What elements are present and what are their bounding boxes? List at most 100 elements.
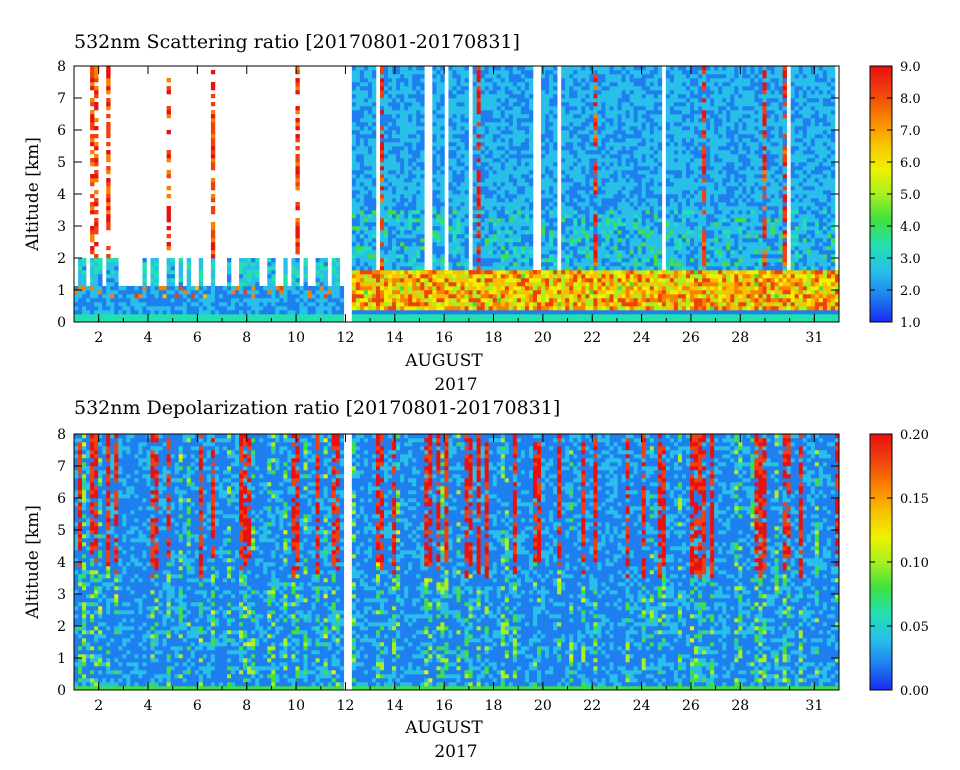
heatmap-cell	[524, 250, 530, 255]
heatmap-cell	[359, 318, 365, 322]
heatmap-cell	[404, 198, 409, 203]
heatmap-cell	[404, 158, 409, 163]
heatmap-cell	[371, 254, 377, 259]
heatmap-cell	[585, 78, 590, 83]
heatmap-cell	[400, 310, 405, 315]
heatmap-cell	[359, 150, 365, 155]
heatmap-cell	[504, 142, 510, 147]
heatmap-cell	[609, 142, 614, 147]
heatmap-cell	[585, 242, 590, 247]
heatmap-cell	[404, 266, 409, 271]
heatmap-cell	[319, 262, 324, 267]
heatmap-cell	[94, 126, 99, 131]
heatmap-cell	[78, 270, 83, 275]
heatmap-cell	[460, 238, 465, 243]
heatmap-cell	[174, 298, 179, 303]
heatmap-cell	[528, 122, 534, 127]
heatmap-cell	[464, 134, 469, 139]
heatmap-cell	[549, 282, 554, 287]
heatmap-cell	[500, 170, 506, 175]
heatmap-cell	[375, 282, 381, 287]
heatmap-cell	[541, 114, 546, 119]
heatmap-cell	[613, 194, 618, 199]
heatmap-cell	[504, 98, 510, 103]
heatmap-cell	[597, 86, 602, 91]
heatmap-cell	[400, 82, 405, 87]
heatmap-cell	[504, 242, 510, 247]
heatmap-cell	[371, 114, 377, 119]
heatmap-cell	[448, 270, 453, 275]
heatmap-cell	[581, 134, 586, 139]
heatmap-cell	[412, 286, 417, 291]
heatmap-cell	[448, 318, 453, 322]
heatmap-cell	[597, 306, 602, 311]
heatmap-cell	[444, 278, 449, 283]
heatmap-cell	[416, 174, 421, 179]
heatmap-cell	[440, 86, 445, 91]
heatmap-cell	[210, 154, 216, 159]
heatmap-cell	[351, 170, 357, 175]
heatmap-cell	[404, 106, 409, 111]
heatmap-cell	[617, 246, 622, 251]
heatmap-cell	[319, 306, 324, 311]
heatmap-cell	[416, 226, 421, 231]
heatmap-cell	[512, 282, 518, 287]
heatmap-cell	[94, 298, 99, 303]
heatmap-cell	[508, 142, 514, 147]
heatmap-cell	[210, 298, 216, 303]
heatmap-cell	[412, 290, 417, 295]
heatmap-cell	[235, 302, 240, 307]
heatmap-cell	[565, 206, 570, 211]
heatmap-cell	[512, 82, 518, 87]
heatmap-cell	[351, 202, 357, 207]
heatmap-cell	[508, 122, 514, 127]
heatmap-cell	[416, 262, 421, 267]
heatmap-cell	[448, 122, 453, 127]
heatmap-cell	[420, 90, 425, 95]
heatmap-cell	[412, 242, 417, 247]
heatmap-cell	[363, 158, 369, 163]
heatmap-cell	[218, 310, 224, 315]
heatmap-cell	[589, 214, 594, 219]
heatmap-cell	[605, 162, 610, 167]
heatmap-cell	[573, 82, 578, 87]
heatmap-cell	[367, 254, 373, 259]
heatmap-cell	[380, 126, 385, 131]
heatmap-cell	[452, 94, 457, 99]
heatmap-cell	[279, 294, 284, 299]
heatmap-cell	[500, 106, 506, 111]
heatmap-cell	[359, 286, 365, 291]
heatmap-cell	[275, 290, 280, 295]
heatmap-cell	[589, 154, 594, 159]
heatmap-cell	[561, 190, 566, 195]
heatmap-cell	[283, 258, 288, 263]
heatmap-cell	[541, 246, 546, 251]
heatmap-cell	[416, 182, 421, 187]
heatmap-cell	[178, 310, 184, 315]
heatmap-cell	[561, 94, 566, 99]
heatmap-cell	[577, 74, 582, 79]
heatmap-cell	[480, 178, 485, 183]
heatmap-cell	[106, 134, 111, 139]
heatmap-cell	[106, 306, 111, 311]
heatmap-cell	[553, 210, 558, 215]
heatmap-cell	[416, 242, 421, 247]
heatmap-cell	[500, 186, 506, 191]
heatmap-cell	[90, 238, 95, 243]
heatmap-cell	[569, 106, 574, 111]
heatmap-cell	[581, 226, 586, 231]
heatmap-cell	[484, 314, 490, 319]
heatmap-cell	[488, 190, 494, 195]
heatmap-cell	[597, 134, 602, 139]
heatmap-cell	[480, 66, 485, 71]
heatmap-cell	[553, 218, 558, 223]
heatmap-cell	[359, 114, 365, 119]
heatmap-cell	[621, 134, 626, 139]
heatmap-cell	[186, 318, 192, 322]
heatmap-cell	[408, 234, 413, 239]
heatmap-cell	[549, 210, 554, 215]
heatmap-cell	[420, 218, 425, 223]
heatmap-cell	[98, 310, 103, 315]
heatmap-cell	[440, 294, 445, 299]
heatmap-cell	[392, 78, 397, 83]
